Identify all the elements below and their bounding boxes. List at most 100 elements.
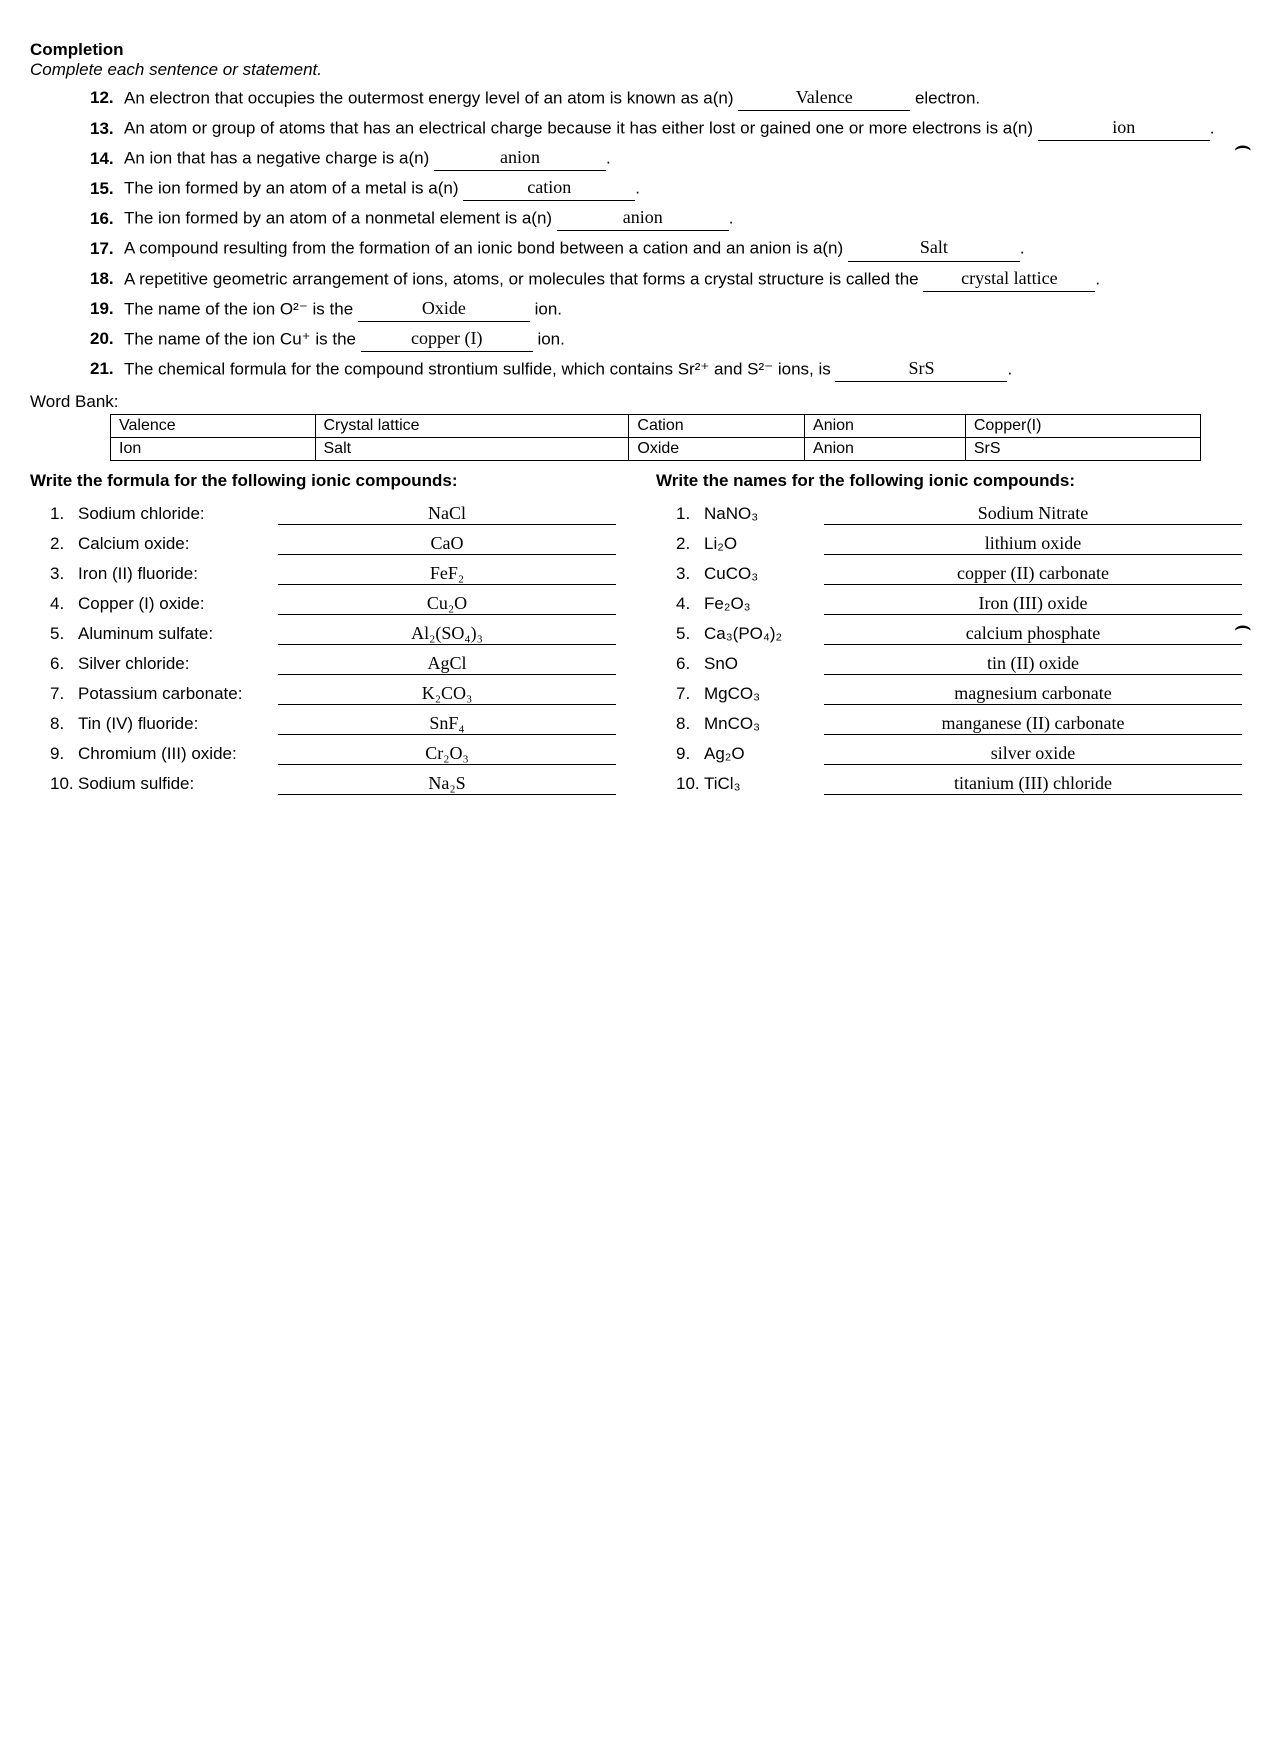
formula-row: 10.Sodium sulfide:Na₂S	[50, 773, 616, 795]
item-number: 12.	[90, 86, 124, 111]
row-number: 3.	[50, 564, 78, 584]
name-answer[interactable]: lithium oxide	[824, 533, 1242, 555]
name-answer[interactable]: silver oxide	[824, 743, 1242, 765]
formula-label: MnCO₃	[704, 714, 824, 734]
formula-label: MgCO₃	[704, 684, 824, 704]
formula-answer[interactable]: AgCl	[278, 653, 616, 675]
completion-item: 21.The chemical formula for the compound…	[90, 355, 1242, 382]
item-number: 16.	[90, 207, 124, 232]
name-row: 7.MgCO₃magnesium carbonate	[676, 683, 1242, 705]
row-number: 6.	[50, 654, 78, 674]
fill-blank[interactable]: Valence	[738, 84, 910, 111]
name-row: 10.TiCl₃titanium (III) chloride	[676, 773, 1242, 795]
item-before: An atom or group of atoms that has an el…	[124, 119, 1038, 138]
page-curl-top: ⌢	[1234, 130, 1252, 163]
left-heading: Write the formula for the following ioni…	[30, 471, 616, 491]
wordbank-cell: Anion	[805, 414, 966, 437]
name-row: 3.CuCO₃copper (II) carbonate	[676, 563, 1242, 585]
row-number: 1.	[50, 504, 78, 524]
item-after: .	[1020, 239, 1025, 258]
fill-blank[interactable]: cation	[463, 174, 635, 201]
row-number: 6.	[676, 654, 704, 674]
name-row: 9.Ag₂Osilver oxide	[676, 743, 1242, 765]
item-number: 20.	[90, 327, 124, 352]
compound-label: Chromium (III) oxide:	[78, 744, 278, 764]
completion-item: 20.The name of the ion Cu⁺ is the copper…	[90, 325, 1242, 352]
formula-answer[interactable]: Cr₂O₃	[278, 743, 616, 765]
row-number: 10.	[50, 774, 78, 794]
formula-row: 1.Sodium chloride:NaCl	[50, 503, 616, 525]
fill-blank[interactable]: copper (I)	[361, 325, 533, 352]
fill-blank[interactable]: crystal lattice	[923, 265, 1095, 292]
formula-answer[interactable]: Cu₂O	[278, 593, 616, 615]
row-number: 9.	[676, 744, 704, 764]
name-answer[interactable]: magnesium carbonate	[824, 683, 1242, 705]
formula-row: 5.Aluminum sulfate:Al₂(SO₄)₃	[50, 623, 616, 645]
completion-item: 15.The ion formed by an atom of a metal …	[90, 174, 1242, 201]
item-before: A repetitive geometric arrangement of io…	[124, 269, 923, 288]
row-number: 7.	[676, 684, 704, 704]
fill-blank[interactable]: anion	[434, 144, 606, 171]
wordbank-table: ValenceCrystal latticeCationAnionCopper(…	[110, 414, 1201, 461]
completion-item: 19.The name of the ion O²⁻ is the Oxide …	[90, 295, 1242, 322]
formula-label: Fe₂O₃	[704, 594, 824, 614]
item-after: .	[1007, 359, 1012, 378]
name-answer[interactable]: calcium phosphate	[824, 623, 1242, 645]
item-after: .	[1210, 119, 1215, 138]
name-answer[interactable]: titanium (III) chloride	[824, 773, 1242, 795]
formula-answer[interactable]: CaO	[278, 533, 616, 555]
left-list: 1.Sodium chloride:NaCl2.Calcium oxide:Ca…	[30, 503, 616, 795]
wordbank-cell: SrS	[965, 437, 1200, 460]
completion-item: 13.An atom or group of atoms that has an…	[90, 114, 1242, 141]
item-before: An electron that occupies the outermost …	[124, 88, 738, 107]
item-before: The ion formed by an atom of a metal is …	[124, 179, 463, 198]
wordbank-cell: Anion	[805, 437, 966, 460]
fill-blank[interactable]: anion	[557, 204, 729, 231]
completion-item: 14.An ion that has a negative charge is …	[90, 144, 1242, 171]
item-after: ion.	[530, 299, 562, 318]
item-after: .	[1095, 269, 1100, 288]
row-number: 5.	[676, 624, 704, 644]
row-number: 8.	[50, 714, 78, 734]
formula-answer[interactable]: K₂CO₃	[278, 683, 616, 705]
fill-blank[interactable]: Salt	[848, 234, 1020, 261]
formula-answer[interactable]: NaCl	[278, 503, 616, 525]
formula-label: Ag₂O	[704, 744, 824, 764]
row-number: 10.	[676, 774, 704, 794]
formula-answer[interactable]: Al₂(SO₄)₃	[278, 623, 616, 645]
fill-blank[interactable]: ion	[1038, 114, 1210, 141]
name-answer[interactable]: manganese (II) carbonate	[824, 713, 1242, 735]
name-answer[interactable]: Sodium Nitrate	[824, 503, 1242, 525]
item-number: 18.	[90, 267, 124, 292]
completion-item: 12.An electron that occupies the outermo…	[90, 84, 1242, 111]
item-number: 21.	[90, 357, 124, 382]
name-answer[interactable]: copper (II) carbonate	[824, 563, 1242, 585]
row-number: 4.	[676, 594, 704, 614]
completion-item: 18.A repetitive geometric arrangement of…	[90, 265, 1242, 292]
name-row: 1.NaNO₃Sodium Nitrate	[676, 503, 1242, 525]
item-before: The name of the ion O²⁻ is the	[124, 299, 358, 318]
wordbank-label: Word Bank:	[30, 392, 1242, 412]
item-number: 13.	[90, 117, 124, 142]
item-after: .	[729, 209, 734, 228]
name-answer[interactable]: Iron (III) oxide	[824, 593, 1242, 615]
name-row: 5.Ca₃(PO₄)₂calcium phosphate	[676, 623, 1242, 645]
formula-label: SnO	[704, 654, 824, 674]
name-answer[interactable]: tin (II) oxide	[824, 653, 1242, 675]
wordbank-cell: Cation	[629, 414, 805, 437]
right-list: 1.NaNO₃Sodium Nitrate2.Li₂Olithium oxide…	[656, 503, 1242, 795]
fill-blank[interactable]: Oxide	[358, 295, 530, 322]
compound-label: Silver chloride:	[78, 654, 278, 674]
formula-answer[interactable]: FeF₂	[278, 563, 616, 585]
section-title: Completion	[30, 40, 1242, 60]
item-number: 15.	[90, 177, 124, 202]
compound-label: Aluminum sulfate:	[78, 624, 278, 644]
fill-blank[interactable]: SrS	[835, 355, 1007, 382]
formula-answer[interactable]: Na₂S	[278, 773, 616, 795]
left-column: Write the formula for the following ioni…	[30, 471, 616, 803]
formula-answer[interactable]: SnF₄	[278, 713, 616, 735]
compound-label: Iron (II) fluoride:	[78, 564, 278, 584]
row-number: 4.	[50, 594, 78, 614]
formula-label: TiCl₃	[704, 774, 824, 794]
compound-label: Sodium sulfide:	[78, 774, 278, 794]
